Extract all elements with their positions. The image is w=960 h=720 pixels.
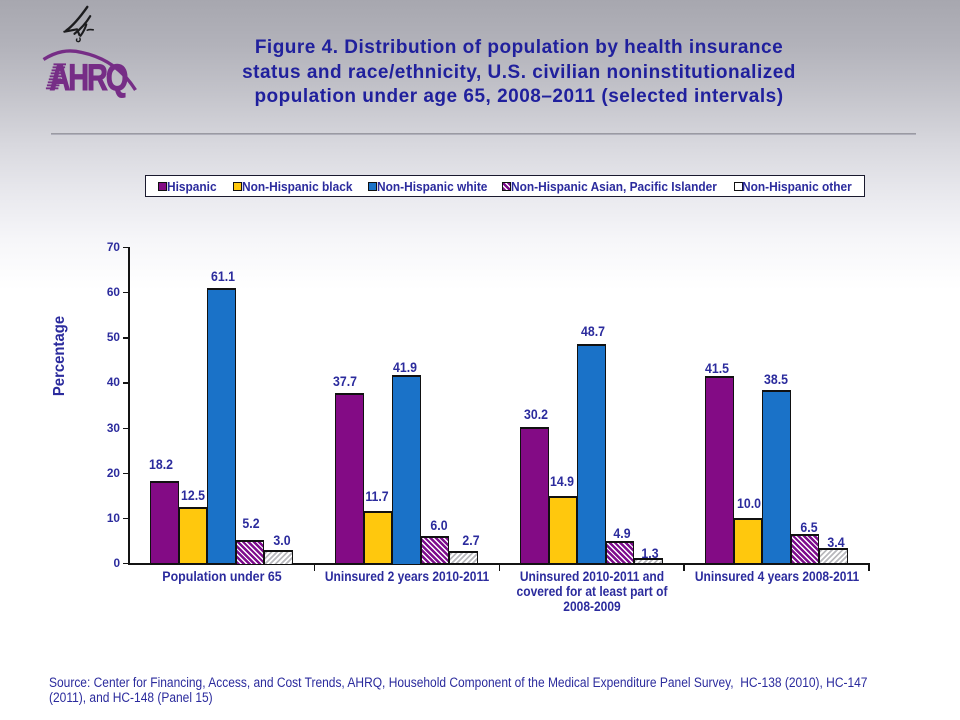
svg-text:AHRQ: AHRQ	[50, 57, 129, 98]
